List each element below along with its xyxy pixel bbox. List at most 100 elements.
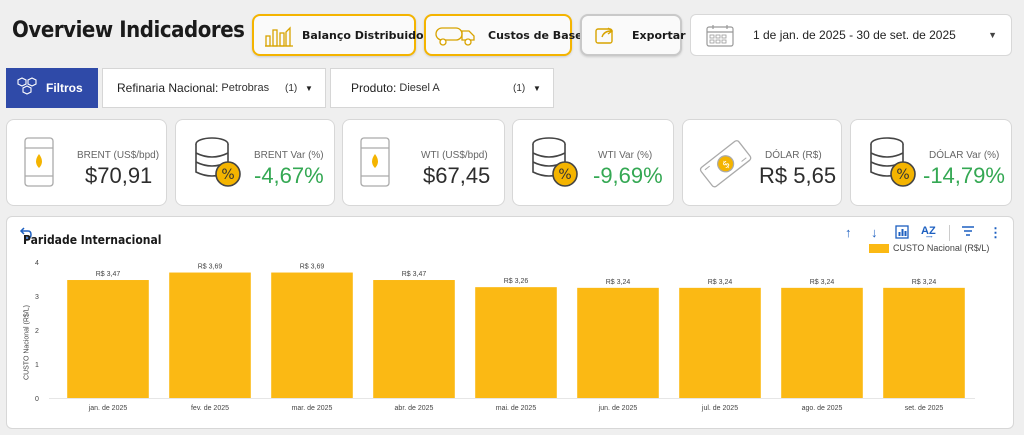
- sort-ascending-icon[interactable]: ↑: [845, 225, 852, 240]
- y-tick-label: 2: [35, 328, 39, 335]
- kpi-label: WTI Var (%): [598, 150, 653, 161]
- x-tick-label: jan. de 2025: [88, 405, 128, 412]
- kpi-value: R$ 5,65: [759, 163, 837, 188]
- x-tick-label: jun. de 2025: [598, 405, 638, 412]
- svg-text:%: %: [558, 167, 571, 183]
- more-options-icon[interactable]: ⋮: [989, 225, 1002, 240]
- bar-chart-plot: 0 1 2 3 4 R$ 3,47 jan. de 2025 R$ 3,69 fev. de 2…: [35, 260, 975, 412]
- sort-az-icon[interactable]: A͢Z: [921, 225, 936, 237]
- produto-filter-dropdown[interactable]: Produto: Diesel A (1) ▼: [330, 68, 554, 108]
- filter-icon[interactable]: [961, 225, 975, 240]
- refinaria-filter-count: (1): [285, 82, 298, 94]
- bar: [679, 287, 761, 398]
- bar: [169, 272, 251, 398]
- oil-barrel-icon: [21, 136, 57, 193]
- page-title: Overview Indicadores: [12, 18, 245, 43]
- bar-data-label: R$ 3,69: [198, 264, 223, 271]
- legend-label: CUSTO Nacional (R$/L): [893, 243, 990, 253]
- coins-percent-icon: %: [192, 134, 244, 195]
- money-icon: $: [695, 134, 755, 197]
- coins-percent-icon: %: [529, 134, 581, 195]
- date-range-picker[interactable]: 1 de jan. de 2025 - 30 de set. de 2025 ▼: [690, 14, 1012, 56]
- svg-text:%: %: [896, 167, 909, 183]
- produto-filter-key: Produto:: [351, 81, 397, 95]
- x-tick-label: abr. de 2025: [395, 405, 434, 412]
- bar-data-label: R$ 3,47: [402, 271, 427, 278]
- x-tick-label: set. de 2025: [905, 405, 944, 412]
- refinaria-filter-key: Refinaria Nacional:: [117, 81, 219, 95]
- bar: [883, 287, 965, 398]
- industry-chart-icon: [264, 22, 294, 48]
- y-tick-label: 0: [35, 396, 39, 403]
- kpi-card-wti-var: % WTI Var (%) -9,69%: [512, 119, 674, 206]
- sort-descending-icon[interactable]: ↓: [871, 225, 878, 240]
- paridade-chart-card: Paridade Internacional ↑ ↓ A͢Z ⋮ CUSTO N…: [6, 216, 1014, 429]
- kpi-value: -9,69%: [593, 163, 663, 188]
- bar: [475, 287, 557, 398]
- kpi-card-brent: BRENT (US$/bpd) $70,91: [6, 119, 167, 206]
- bar-data-label: R$ 3,26: [504, 278, 529, 285]
- custos-de-base-label: Custos de Base: [488, 28, 583, 42]
- kpi-label: DÓLAR (R$): [765, 150, 822, 161]
- date-range-text: 1 de jan. de 2025 - 30 de set. de 2025: [753, 28, 956, 42]
- y-tick-label: 3: [35, 294, 39, 301]
- chart-legend: CUSTO Nacional (R$/L): [869, 243, 989, 253]
- kpi-value: $70,91: [85, 163, 153, 188]
- kpi-card-dolar-var: % DÓLAR Var (%) -14,79%: [850, 119, 1012, 206]
- bar-data-label: R$ 3,69: [300, 264, 325, 271]
- y-tick-label: 4: [35, 260, 39, 267]
- produto-filter-value: Diesel A: [399, 82, 440, 94]
- chevron-down-icon: ▼: [988, 30, 997, 40]
- tanker-truck-icon: [434, 23, 478, 47]
- refinaria-filter-value: Petrobras: [221, 82, 270, 94]
- produto-filter-count: (1): [513, 82, 526, 94]
- bar-data-label: R$ 3,24: [810, 279, 835, 286]
- exportar-label: Exportar: [632, 28, 686, 42]
- svg-text:%: %: [221, 167, 234, 183]
- kpi-label: WTI (US$/bpd): [421, 150, 488, 161]
- refinaria-filter-dropdown[interactable]: Refinaria Nacional: Petrobras (1) ▼: [102, 68, 326, 108]
- balanco-distribuidoras-button[interactable]: Balanço Distribuidoras: [252, 14, 443, 56]
- kpi-value: -14,79%: [923, 163, 1005, 188]
- kpi-card-brent-var: % BRENT Var (%) -4,67%: [175, 119, 335, 206]
- x-tick-label: jul. de 2025: [701, 405, 738, 412]
- bar: [373, 280, 455, 398]
- kpi-label: BRENT Var (%): [254, 150, 324, 161]
- toolbar-divider: [949, 225, 950, 241]
- x-tick-label: mai. de 2025: [496, 405, 537, 412]
- bar-data-label: R$ 3,24: [708, 279, 733, 286]
- x-tick-label: fev. de 2025: [191, 405, 229, 412]
- oil-barrel-icon: [357, 136, 393, 193]
- chart-title: Paridade Internacional: [23, 233, 162, 247]
- bar: [781, 287, 863, 398]
- x-tick-label: ago. de 2025: [802, 405, 843, 412]
- exportar-button[interactable]: Exportar: [580, 14, 686, 56]
- y-tick-label: 1: [35, 362, 39, 369]
- export-share-icon: [594, 25, 616, 45]
- chevron-down-icon: ▼: [305, 83, 313, 93]
- legend-swatch: [869, 243, 889, 253]
- filtros-label: Filtros: [46, 81, 83, 95]
- bar-data-label: R$ 3,47: [96, 271, 121, 278]
- calendar-icon: [705, 24, 735, 53]
- kpi-value: -4,67%: [254, 163, 324, 188]
- x-tick-label: mar. de 2025: [292, 405, 333, 412]
- kpi-label: BRENT (US$/bpd): [77, 150, 160, 161]
- chart-type-icon[interactable]: [895, 225, 909, 242]
- custos-de-base-button[interactable]: Custos de Base: [424, 14, 583, 56]
- kpi-card-wti: WTI (US$/bpd) $67,45: [342, 119, 505, 206]
- balanco-distribuidoras-label: Balanço Distribuidoras: [302, 28, 443, 42]
- bar-data-label: R$ 3,24: [912, 279, 937, 286]
- filtros-button[interactable]: Filtros: [6, 68, 98, 108]
- undo-icon[interactable]: [19, 226, 33, 244]
- kpi-label: DÓLAR Var (%): [929, 150, 1000, 161]
- coins-percent-icon: %: [867, 134, 919, 195]
- bar-data-label: R$ 3,24: [606, 279, 631, 286]
- svg-text:$: $: [721, 159, 733, 172]
- kpi-value: $67,45: [423, 163, 491, 188]
- chevron-down-icon: ▼: [533, 83, 541, 93]
- bar: [271, 272, 353, 398]
- bar: [577, 287, 659, 398]
- bar: [67, 280, 149, 398]
- kpi-card-dolar: $ DÓLAR (R$) R$ 5,65: [682, 119, 842, 206]
